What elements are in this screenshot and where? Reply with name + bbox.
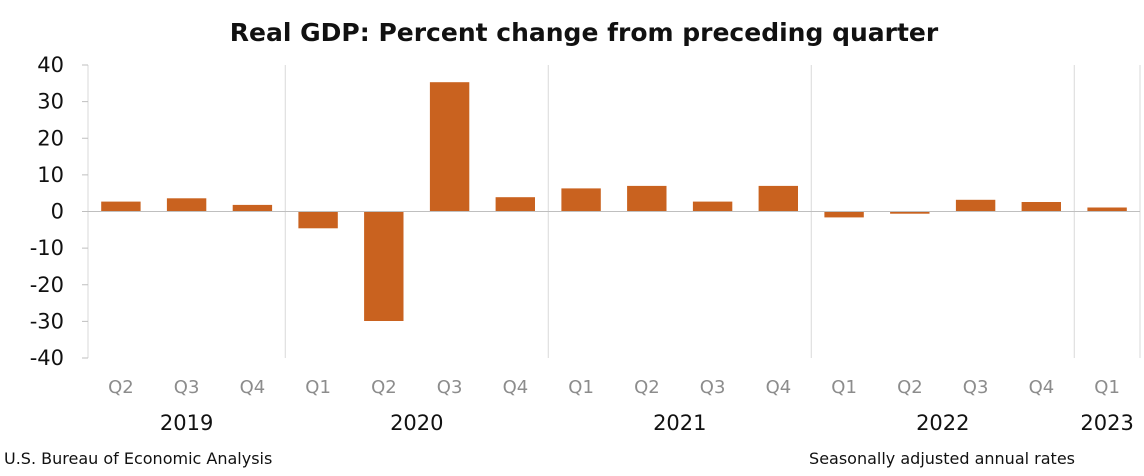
y-tick-label: -40 [30,346,64,370]
x-tick-label: Q4 [766,377,792,398]
year-label: 2020 [390,411,443,435]
x-tick-label: Q1 [1094,377,1120,398]
y-axis: 40 30 20 10 0 -10 -20 -30 -40 [30,53,89,370]
x-tick-label: Q2 [108,377,134,398]
year-labels: 2019 2020 2021 2022 2023 [160,411,1134,435]
x-tick-label: Q2 [897,377,923,398]
year-label: 2023 [1080,411,1133,435]
bars [88,82,1140,321]
bar [561,188,601,212]
bar [890,211,930,214]
x-tick-label: Q3 [437,377,463,398]
x-tick-label: Q3 [174,377,200,398]
bar [627,185,667,212]
bar [1021,202,1061,212]
bar [429,82,470,212]
x-tick-label: Q2 [634,377,660,398]
x-tick-label: Q3 [700,377,726,398]
seasonal-note: Seasonally adjusted annual rates [809,449,1075,468]
year-label: 2019 [160,411,213,435]
y-tick-label: 40 [37,53,64,77]
y-tick-label: 20 [37,126,64,150]
bar [1087,207,1127,212]
y-tick-label: -20 [30,273,64,297]
y-tick-label: -30 [30,309,64,333]
bar [364,211,404,321]
bar [101,201,141,212]
x-tick-label: Q1 [305,377,331,398]
x-axis: Q2 Q3 Q4 Q1 Q2 Q3 Q4 Q1 Q2 Q3 Q4 Q1 Q2 Q3 Q4 Q1 [108,377,1120,398]
bar [298,211,338,229]
bar [758,185,798,212]
y-tick-label: 30 [37,90,64,114]
x-tick-label: Q4 [240,377,266,398]
chart-title: Real GDP: Percent change from preceding … [230,18,939,47]
x-tick-label: Q4 [503,377,529,398]
y-tick-label: -10 [30,236,64,260]
x-tick-label: Q1 [568,377,594,398]
bar [495,197,535,212]
bar [692,201,733,212]
bar [166,198,207,212]
y-tick-label: 0 [51,200,64,224]
y-tick-label: 10 [37,163,64,187]
x-tick-label: Q4 [1029,377,1055,398]
bar [232,204,273,212]
year-label: 2022 [916,411,969,435]
bar [824,211,864,218]
source-note: U.S. Bureau of Economic Analysis [4,449,272,468]
x-tick-label: Q2 [371,377,397,398]
bar [955,199,996,212]
x-tick-label: Q1 [831,377,857,398]
x-tick-label: Q3 [963,377,989,398]
year-label: 2021 [653,411,706,435]
